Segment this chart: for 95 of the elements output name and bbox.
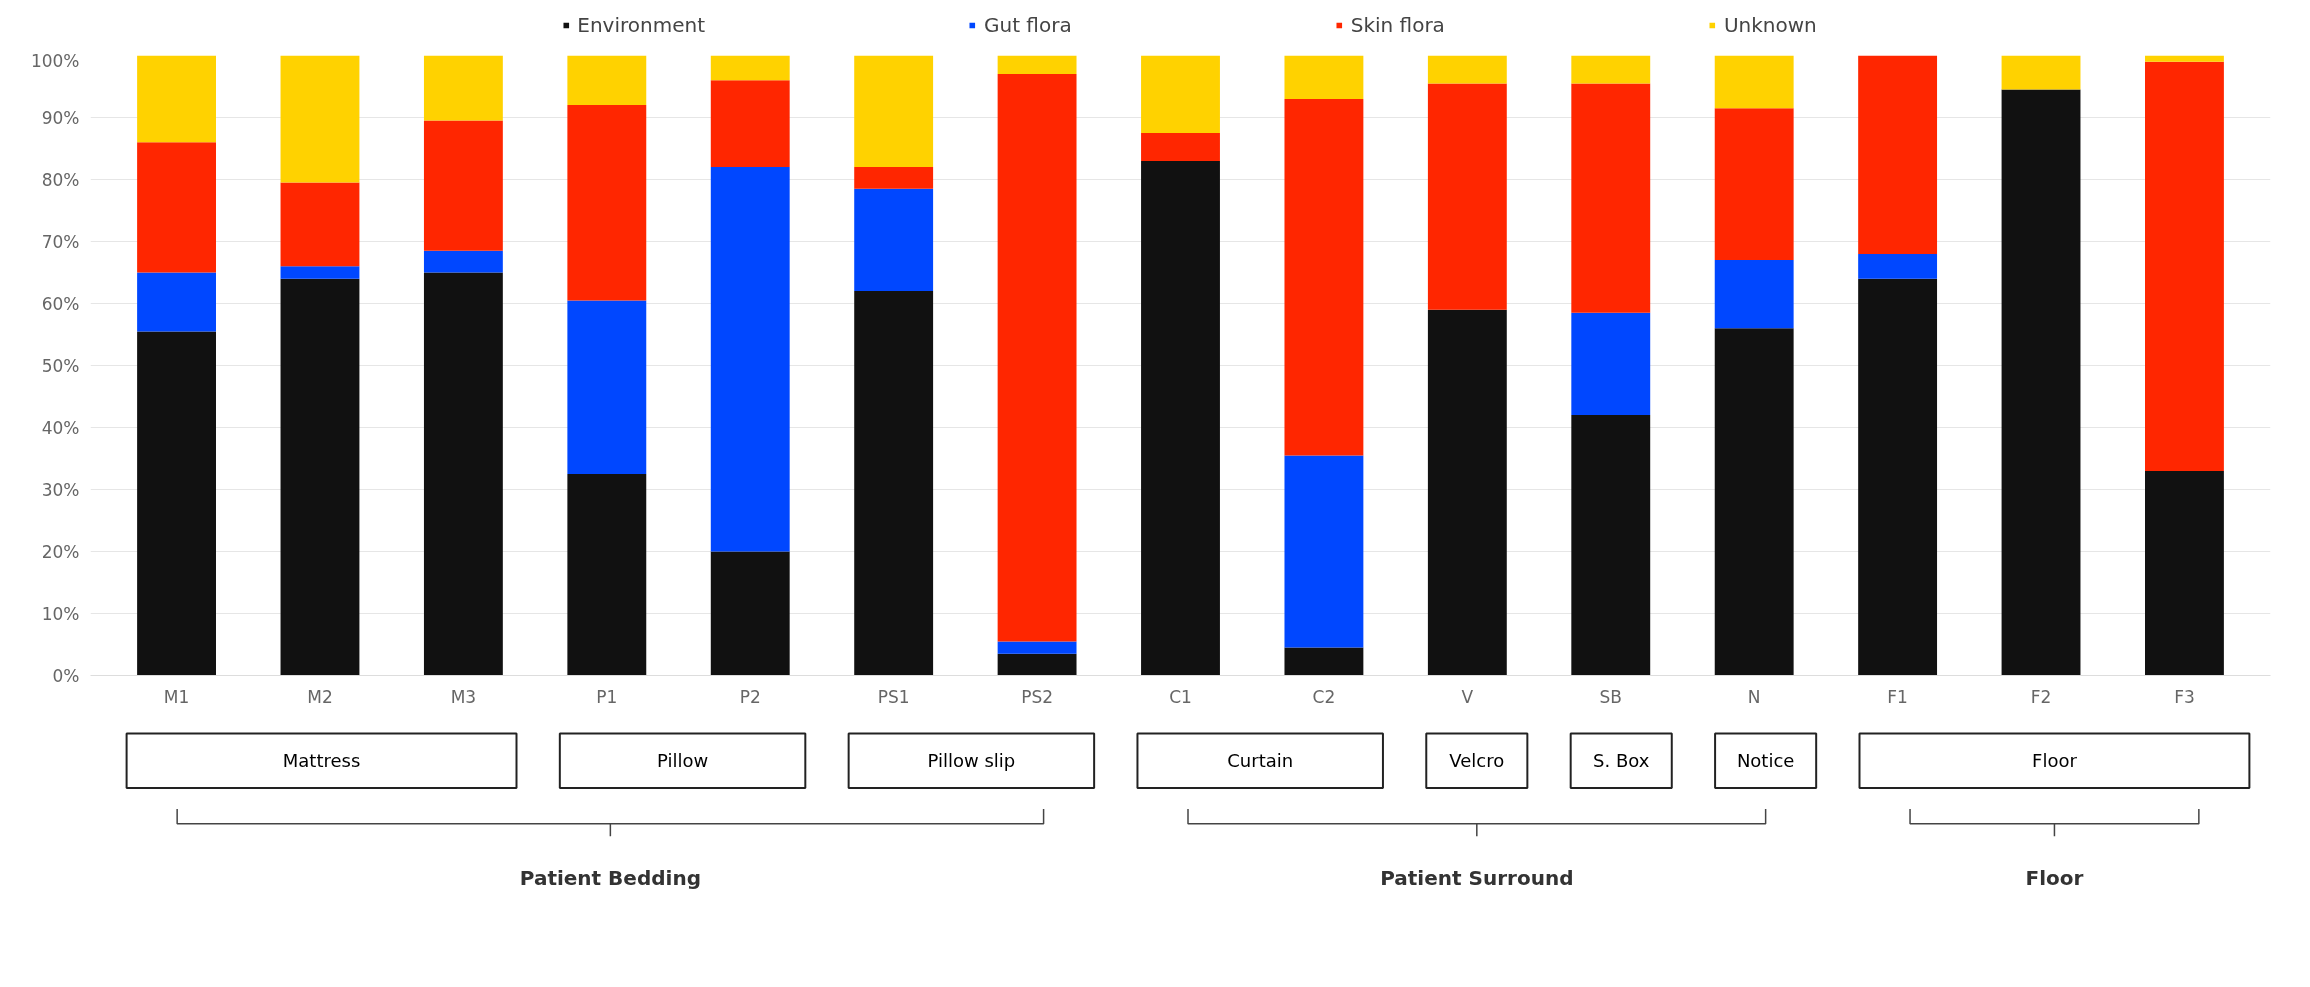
x-tick-label: M2 <box>307 686 333 707</box>
bar <box>280 182 360 267</box>
bar <box>1714 328 1794 676</box>
bar <box>2001 89 2081 676</box>
bar <box>854 291 934 676</box>
bar <box>423 55 503 121</box>
x-tick-label: C1 <box>1169 686 1192 707</box>
x-tick-label: SB <box>1599 686 1623 707</box>
text: Patient Bedding <box>519 866 701 891</box>
bar <box>1858 55 1938 254</box>
bar <box>280 278 360 676</box>
x-tick-label: N <box>1747 686 1761 707</box>
y-tick-label: 100% <box>30 50 80 71</box>
bar <box>1427 55 1507 84</box>
bar <box>997 55 1077 75</box>
bar <box>1141 160 1220 676</box>
text: Patient Surround <box>1380 866 1574 891</box>
bar <box>1284 455 1364 648</box>
bar <box>1571 83 1651 313</box>
bar <box>1141 55 1220 133</box>
x-tick-label: F2 <box>2030 686 2052 707</box>
y-tick-label: 70% <box>41 231 80 252</box>
bar <box>997 74 1077 642</box>
bar <box>2001 55 2081 90</box>
bar <box>2145 61 2224 471</box>
bar <box>1858 253 1938 279</box>
text: Curtain <box>1227 750 1294 772</box>
y-tick-label: 60% <box>41 293 80 314</box>
bar <box>1714 55 1794 109</box>
bar <box>710 551 790 676</box>
bar <box>567 55 647 106</box>
bar <box>1571 55 1651 84</box>
bar <box>2145 470 2224 676</box>
text: Mattress <box>282 750 361 772</box>
y-tick-label: 80% <box>41 169 80 190</box>
text: Floor <box>2032 750 2078 772</box>
bar <box>854 188 934 292</box>
bar <box>1571 415 1651 676</box>
x-tick-label: F1 <box>1887 686 1908 707</box>
bar <box>1714 108 1794 261</box>
bar <box>567 105 647 301</box>
x-tick-label: PS2 <box>1021 686 1054 707</box>
bar <box>137 331 216 676</box>
bar <box>710 80 790 168</box>
text: Pillow slip <box>927 750 1016 772</box>
bar <box>997 641 1077 654</box>
y-tick-label: 30% <box>41 479 80 500</box>
legend-label: Skin flora <box>1350 13 1445 37</box>
bar <box>280 55 360 183</box>
y-tick-label: 40% <box>41 417 80 438</box>
x-tick-label: P1 <box>596 686 618 707</box>
bar <box>137 142 216 273</box>
bar <box>1427 309 1507 676</box>
bar <box>423 120 503 251</box>
bar <box>137 272 216 332</box>
bar <box>1858 278 1938 676</box>
bar <box>2145 55 2224 62</box>
bar <box>1427 83 1507 310</box>
bar <box>423 250 503 273</box>
bar <box>854 55 934 168</box>
bar <box>567 300 647 474</box>
y-tick-label: 10% <box>41 603 80 624</box>
bar <box>423 272 503 676</box>
y-tick-label: 20% <box>41 541 80 562</box>
bar <box>1714 260 1794 329</box>
x-tick-label: M3 <box>450 686 477 707</box>
legend-label: Gut flora <box>984 13 1072 37</box>
bar <box>280 266 360 279</box>
bar <box>1284 55 1364 99</box>
x-tick-label: F3 <box>2174 686 2195 707</box>
bar <box>1284 98 1364 456</box>
y-tick-label: 50% <box>41 355 80 376</box>
text: Floor <box>2025 866 2084 891</box>
legend-label: Unknown <box>1723 13 1817 37</box>
x-tick-label: C2 <box>1312 686 1336 707</box>
bar <box>1141 133 1220 161</box>
text: Notice <box>1736 750 1795 772</box>
bar <box>1571 312 1651 416</box>
bar <box>710 167 790 552</box>
bar <box>710 55 790 81</box>
bar <box>567 474 647 676</box>
bar <box>137 55 216 143</box>
bar <box>1284 647 1364 676</box>
x-tick-label: V <box>1461 686 1474 707</box>
y-tick-label: 90% <box>41 107 80 128</box>
text: Pillow <box>656 750 709 772</box>
x-tick-label: P2 <box>739 686 761 707</box>
y-tick-label: 0% <box>52 665 80 686</box>
bar <box>997 653 1077 676</box>
text: Velcro <box>1449 750 1505 772</box>
text: S. Box <box>1593 750 1650 772</box>
bar <box>854 167 934 189</box>
x-tick-label: M1 <box>163 686 190 707</box>
x-tick-label: PS1 <box>877 686 910 707</box>
legend-label: Environment <box>577 13 705 37</box>
